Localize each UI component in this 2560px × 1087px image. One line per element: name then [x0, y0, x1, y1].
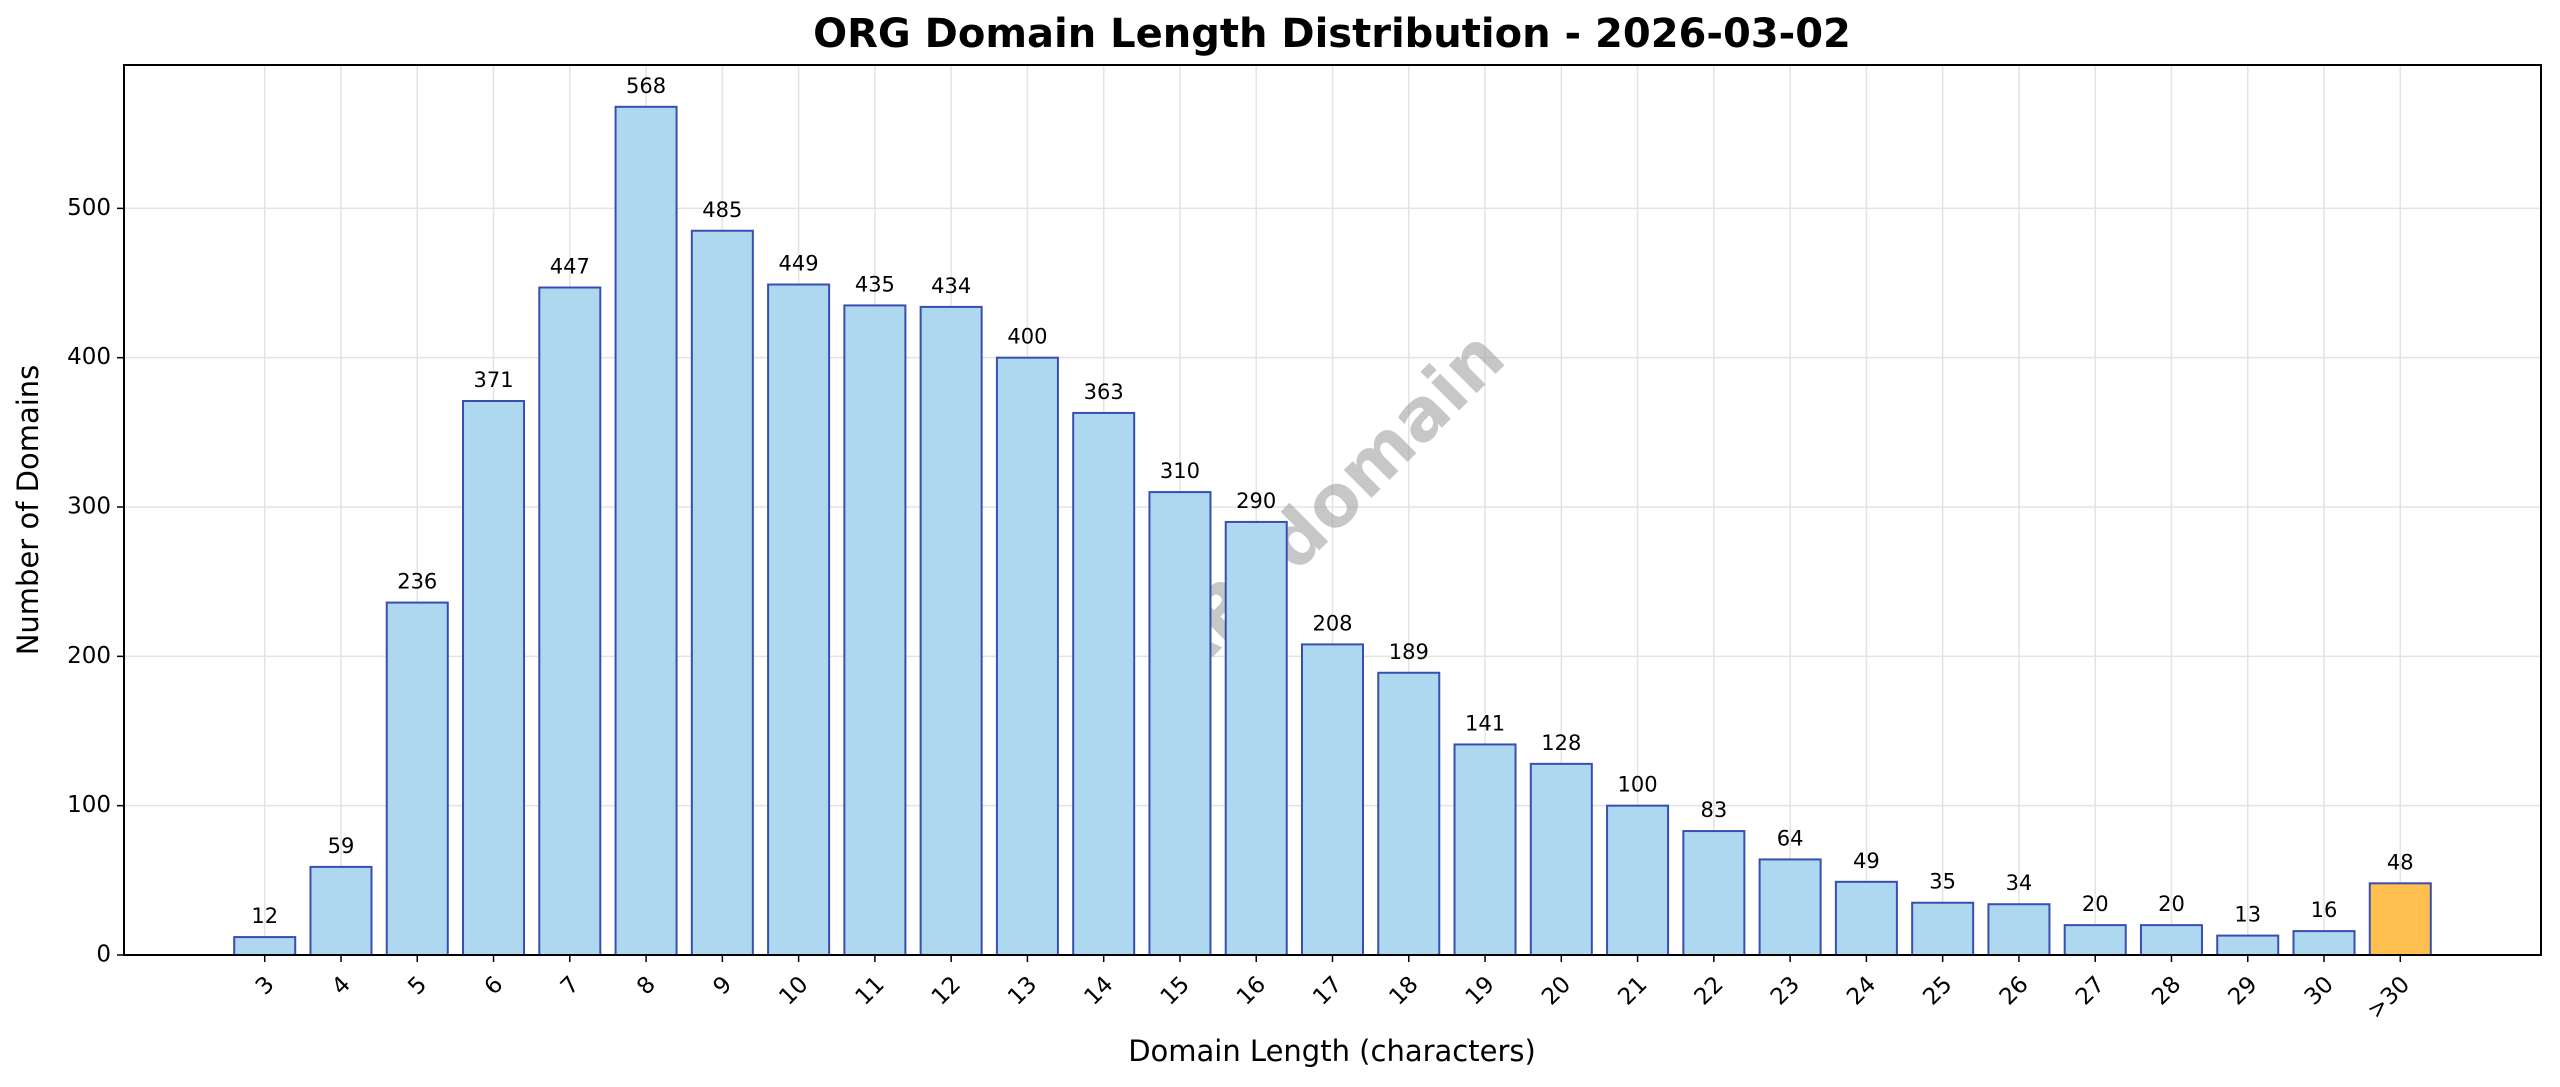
value-label: 236: [397, 570, 437, 594]
y-tick-label: 200: [67, 643, 111, 669]
value-label: 100: [1618, 773, 1658, 797]
x-tick-label: 26: [1995, 971, 2034, 1010]
x-tick-label: 30: [2300, 971, 2339, 1010]
x-tick-label: 28: [2147, 971, 2186, 1010]
x-tick-label: 17: [1308, 971, 1347, 1010]
bar: [2063, 924, 2127, 956]
value-label: 128: [1541, 731, 1581, 755]
value-label: 290: [1236, 489, 1276, 513]
value-label: 64: [1777, 826, 1804, 850]
bar: [538, 286, 602, 956]
bar: [1300, 643, 1365, 957]
bar: [2139, 924, 2203, 956]
bar: [1148, 491, 1212, 956]
value-label: 20: [2082, 892, 2109, 916]
bar: [233, 936, 297, 957]
value-label: 208: [1312, 611, 1352, 635]
x-tick-label: 3: [251, 971, 280, 1000]
value-label: 13: [2234, 903, 2261, 927]
value-label: 141: [1465, 711, 1505, 735]
bar: [2368, 882, 2432, 956]
value-label: 400: [1007, 325, 1047, 349]
value-label: 59: [328, 834, 355, 858]
bar: [843, 304, 907, 957]
x-tick-label: 25: [1918, 971, 1957, 1010]
bar: [1377, 671, 1441, 956]
value-label: 12: [251, 904, 278, 928]
x-tick-label: 11: [851, 971, 890, 1010]
value-label: 34: [2006, 871, 2033, 895]
x-tick-label: 21: [1613, 971, 1652, 1010]
x-tick-label: 5: [403, 971, 432, 1000]
x-tick-label: 10: [774, 971, 813, 1010]
value-label: 83: [1700, 798, 1727, 822]
x-tick-label: 8: [632, 971, 661, 1000]
chart-title: ORG Domain Length Distribution - 2026-03…: [813, 11, 1851, 57]
x-tick-label: 29: [2223, 971, 2262, 1010]
x-tick-label: 24: [1842, 971, 1881, 1010]
x-axis-label: Domain Length (characters): [1128, 1034, 1536, 1068]
bar: [1606, 804, 1670, 956]
x-tick-label: >30: [2362, 971, 2415, 1024]
y-axis-label: Number of Domains: [11, 365, 45, 656]
bar: [1224, 520, 1288, 956]
x-tick-label: 19: [1461, 971, 1500, 1010]
value-label: 20: [2158, 892, 2185, 916]
bar: [1911, 901, 1975, 957]
value-label: 49: [1853, 849, 1880, 873]
y-tick-label: 400: [67, 344, 111, 370]
x-tick-label: 20: [1537, 971, 1576, 1010]
x-tick-label: 16: [1232, 971, 1271, 1010]
y-tick-label: 300: [67, 494, 111, 520]
bar: [690, 229, 754, 957]
x-tick-label: 6: [480, 971, 509, 1000]
bar: [1682, 830, 1746, 957]
bar: [2292, 930, 2356, 956]
y-tick-label: 0: [96, 942, 111, 968]
value-label: 371: [473, 368, 513, 392]
bar: [1453, 743, 1517, 956]
x-tick-label: 15: [1156, 971, 1195, 1010]
value-label: 447: [550, 255, 590, 279]
x-tick-label: 14: [1079, 971, 1118, 1010]
value-label: 363: [1084, 380, 1124, 404]
value-label: 48: [2387, 850, 2414, 874]
y-tick-label: 500: [67, 195, 111, 221]
bar: [995, 356, 1059, 956]
x-tick-label: 13: [1003, 971, 1042, 1010]
value-label: 435: [855, 272, 895, 296]
bar: [1072, 411, 1136, 957]
bar: [309, 865, 373, 957]
value-label: 434: [931, 274, 971, 298]
bar: [614, 105, 678, 957]
bar: [1987, 903, 2051, 957]
x-tick-label: 22: [1690, 971, 1729, 1010]
bar: [919, 305, 983, 956]
value-label: 568: [626, 74, 666, 98]
x-tick-label: 18: [1385, 971, 1424, 1010]
x-tick-label: 27: [2071, 971, 2110, 1010]
x-tick-label: 9: [708, 971, 737, 1000]
value-label: 310: [1160, 459, 1200, 483]
bar: [1834, 880, 1898, 956]
x-tick-label: 4: [327, 971, 356, 1000]
x-tick-label: 7: [556, 971, 585, 1000]
x-tick-label: 23: [1766, 971, 1805, 1010]
value-label: 16: [2311, 898, 2338, 922]
bar: [462, 399, 526, 956]
bar: [1529, 762, 1593, 957]
plot-frame: [123, 64, 2542, 956]
x-tick-label: 12: [927, 971, 966, 1010]
bar: [767, 283, 831, 956]
value-label: 35: [1929, 870, 1956, 894]
bar: [2216, 934, 2280, 956]
value-label: 485: [702, 198, 742, 222]
bar: [385, 601, 449, 956]
bar: [1758, 858, 1822, 956]
value-label: 449: [779, 252, 819, 276]
value-label: 189: [1389, 640, 1429, 664]
y-tick-label: 100: [67, 792, 111, 818]
